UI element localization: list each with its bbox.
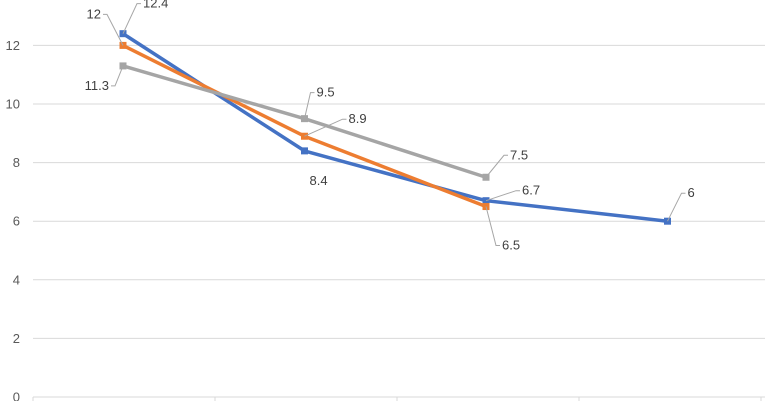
y-tick-label: 2: [13, 331, 20, 346]
gridlines: [33, 44, 765, 339]
label-leader-line: [485, 190, 520, 202]
data-label: 6: [688, 185, 695, 200]
y-tick-label: 0: [13, 390, 20, 401]
label-leader-line: [103, 13, 124, 46]
y-tick-label: 6: [13, 214, 20, 229]
series-lines: [119, 30, 671, 225]
data-label: 12.4: [143, 0, 168, 11]
label-leader-line: [304, 92, 315, 119]
data-label: 9.5: [317, 85, 335, 100]
series-marker: [301, 147, 308, 155]
data-label: 6.7: [522, 183, 540, 198]
y-tick-label: 4: [13, 272, 20, 287]
data-label: 8.9: [349, 111, 367, 126]
data-label: 11.3: [85, 78, 109, 93]
label-leader-line: [111, 65, 124, 87]
data-label: 6.5: [502, 238, 520, 253]
label-leader-line: [485, 206, 500, 247]
data-labels: 12.4 8.4 6.7 6 12 8.9 6.5 11.3 9.5 7.5: [85, 0, 695, 253]
y-tick-label: 8: [13, 155, 20, 170]
label-leader-line: [485, 154, 508, 178]
x-axis: [32, 396, 765, 401]
y-tick-label: 12: [6, 38, 20, 53]
label-leader-line: [667, 192, 686, 222]
label-leader-line: [122, 3, 141, 34]
data-label: 7.5: [510, 147, 528, 162]
data-label: 12: [87, 6, 101, 21]
data-label: 8.4: [310, 173, 328, 188]
y-tick-label: 10: [6, 97, 20, 112]
label-leader-line: [304, 118, 347, 137]
label-leader-lines: [103, 3, 686, 247]
series-line: [121, 31, 670, 223]
y-axis-ticks: 0 2 4 6 8 10 12: [6, 38, 20, 401]
